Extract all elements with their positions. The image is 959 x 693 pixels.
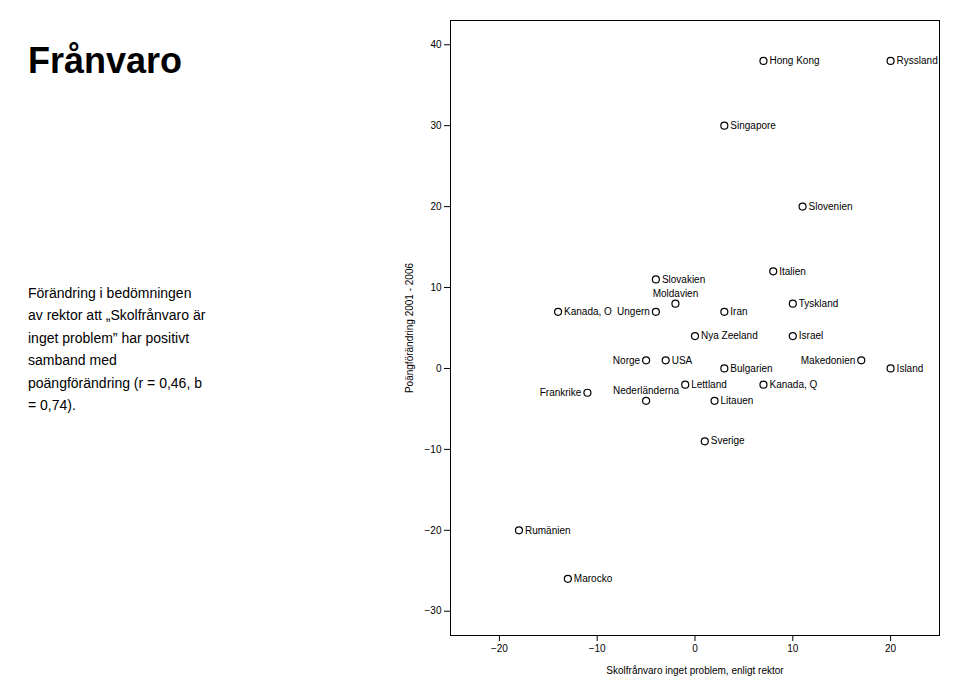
- svg-text:Kanada, O: Kanada, O: [564, 306, 612, 317]
- svg-text:Singapore: Singapore: [730, 120, 776, 131]
- svg-text:Ryssland: Ryssland: [897, 55, 938, 66]
- svg-text:Lettland: Lettland: [691, 379, 727, 390]
- svg-text:Moldavien: Moldavien: [653, 288, 699, 299]
- svg-text:USA: USA: [672, 355, 693, 366]
- svg-text:Sverige: Sverige: [711, 435, 745, 446]
- svg-text:Tyskland: Tyskland: [799, 298, 838, 309]
- svg-text:Litauen: Litauen: [721, 395, 754, 406]
- svg-text:10: 10: [430, 282, 442, 293]
- svg-text:Iran: Iran: [730, 306, 747, 317]
- svg-text:−30: −30: [425, 605, 442, 616]
- svg-text:Skolfrånvaro inget problem, en: Skolfrånvaro inget problem, enligt rekto…: [606, 665, 784, 676]
- svg-text:Poängförändring 2001 - 2006: Poängförändring 2001 - 2006: [404, 263, 415, 394]
- svg-text:Hong Kong: Hong Kong: [769, 55, 819, 66]
- svg-text:20: 20: [885, 643, 897, 654]
- html-text:Frånvaro: Frånvaro: [28, 40, 183, 81]
- svg-text:40: 40: [430, 39, 442, 50]
- svg-text:Rumänien: Rumänien: [525, 525, 571, 536]
- svg-text:Nederländerna: Nederländerna: [613, 385, 680, 396]
- html-text:Förändring i bedömningen av re: Förändring i bedömningen av rektor att „…: [28, 285, 206, 413]
- svg-text:20: 20: [430, 201, 442, 212]
- svg-text:−20: −20: [491, 643, 508, 654]
- svg-text:−10: −10: [589, 643, 606, 654]
- svg-text:Slovenien: Slovenien: [809, 201, 853, 212]
- svg-text:−20: −20: [425, 525, 442, 536]
- svg-text:10: 10: [787, 643, 799, 654]
- svg-text:0: 0: [692, 643, 698, 654]
- svg-text:30: 30: [430, 120, 442, 131]
- svg-text:Kanada, Q: Kanada, Q: [769, 379, 817, 390]
- svg-text:Italien: Italien: [779, 266, 806, 277]
- svg-text:Nya Zeeland: Nya Zeeland: [701, 330, 758, 341]
- svg-text:Slovakien: Slovakien: [662, 274, 705, 285]
- svg-text:Frankrike: Frankrike: [540, 387, 582, 398]
- svg-text:Norge: Norge: [613, 355, 641, 366]
- svg-text:Island: Island: [897, 363, 924, 374]
- svg-text:Israel: Israel: [799, 330, 823, 341]
- svg-text:−10: −10: [425, 444, 442, 455]
- svg-text:Bulgarien: Bulgarien: [730, 363, 772, 374]
- svg-text:0: 0: [436, 363, 442, 374]
- svg-text:Marocko: Marocko: [574, 573, 613, 584]
- svg-text:Makedonien: Makedonien: [801, 355, 855, 366]
- svg-text:Ungern: Ungern: [617, 306, 650, 317]
